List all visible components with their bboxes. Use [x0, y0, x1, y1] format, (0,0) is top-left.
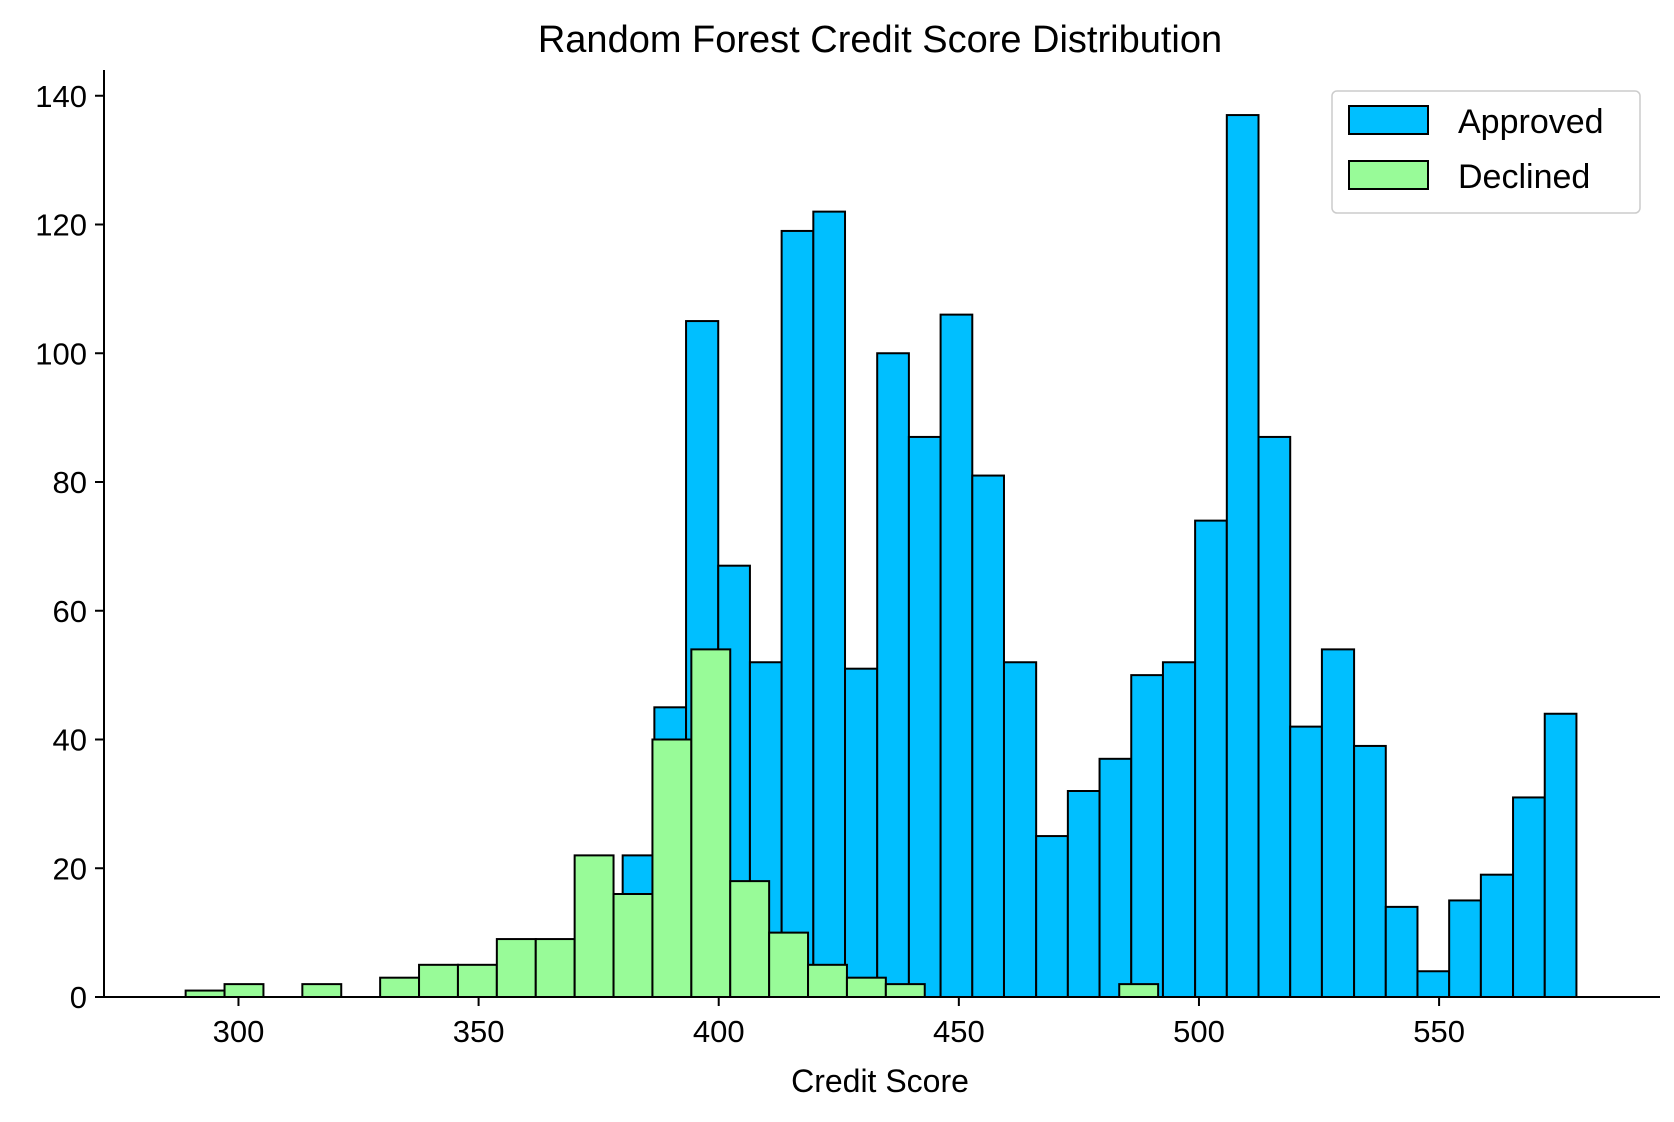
approved-bar-12	[1002, 661, 1038, 998]
y-tick-label-60: 60	[53, 594, 87, 629]
declined-bar-13	[768, 931, 810, 998]
declined-bar-8	[573, 854, 615, 998]
approved-bar-7	[844, 667, 879, 998]
legend-label-declined: Declined	[1458, 158, 1590, 196]
approved-bar-14	[1066, 790, 1101, 998]
declined-bar-6	[495, 938, 537, 998]
approved-bar-24	[1384, 905, 1419, 998]
y-tick-label-140: 140	[35, 79, 87, 114]
approved-bar-28	[1512, 796, 1546, 998]
y-tick-label-40: 40	[53, 723, 87, 758]
declined-bar-4	[418, 963, 459, 998]
declined-bar-10	[651, 738, 693, 998]
y-tick-label-20: 20	[53, 851, 87, 886]
x-tick-label-400: 400	[693, 1014, 745, 1049]
approved-bar-17	[1161, 661, 1197, 998]
approved-bar-13	[1035, 835, 1069, 998]
chart-title: Random Forest Credit Score Distribution	[538, 19, 1222, 61]
approved-bar-18	[1194, 519, 1228, 998]
x-axis-label: Credit Score	[791, 1063, 969, 1099]
legend-label-approved: Approved	[1458, 103, 1604, 141]
approved-bar-22	[1320, 648, 1356, 998]
declined-bar-7	[534, 938, 576, 998]
declined-bar-14	[807, 963, 848, 998]
x-tick-label-550: 550	[1413, 1014, 1465, 1049]
approved-bar-9	[907, 435, 942, 998]
approved-bar-19	[1225, 114, 1260, 998]
declined-bar-2	[301, 983, 343, 998]
approved-bar-8	[876, 352, 910, 998]
approved-bar-25	[1416, 970, 1451, 998]
declined-bar-12	[729, 880, 771, 998]
y-tick-label-0: 0	[70, 980, 87, 1015]
series-declined	[184, 648, 1160, 998]
approved-bar-21	[1289, 725, 1323, 998]
declined-bar-9	[612, 893, 654, 998]
approved-bar-20	[1257, 435, 1292, 998]
bars-layer	[184, 114, 1578, 998]
y-tick-label-80: 80	[53, 465, 87, 500]
x-tick-label-300: 300	[213, 1014, 265, 1049]
approved-bar-6	[812, 210, 847, 998]
approved-bar-11	[971, 474, 1005, 998]
axes-layer: 300 350 400 450 500 550 0 20 40 60 80 100 120 140	[35, 70, 1660, 1049]
approved-bar-15	[1098, 757, 1133, 998]
declined-bar-5	[456, 963, 498, 998]
y-tick-label-100: 100	[35, 336, 87, 371]
legend-swatch-approved	[1348, 105, 1429, 135]
declined-bar-17	[1118, 983, 1160, 998]
declined-bar-15	[845, 976, 887, 998]
approved-bar-10	[939, 313, 974, 998]
legend: Approved Declined	[1331, 90, 1641, 214]
approved-bar-16	[1130, 674, 1164, 998]
x-tick-label-350: 350	[453, 1014, 505, 1049]
approved-bar-26	[1448, 899, 1482, 998]
declined-bar-3	[379, 976, 421, 998]
approved-bar-5	[780, 229, 815, 998]
x-tick-label-450: 450	[933, 1014, 985, 1049]
approved-bar-27	[1479, 873, 1515, 998]
approved-bar-23	[1353, 744, 1387, 998]
legend-swatch-declined	[1348, 160, 1429, 190]
declined-bar-11	[690, 648, 732, 998]
approved-bar-29	[1543, 712, 1578, 998]
y-tick-label-120: 120	[35, 208, 87, 243]
x-tick-label-500: 500	[1173, 1014, 1225, 1049]
series-approved	[621, 114, 1578, 998]
declined-bar-16	[884, 983, 926, 998]
declined-bar-1	[223, 983, 265, 998]
